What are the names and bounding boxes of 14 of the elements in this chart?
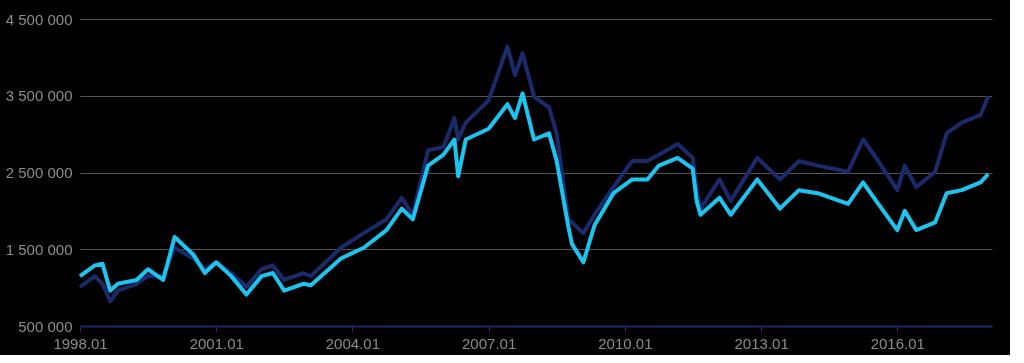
line-series bbox=[78, 44, 991, 304]
y-tick-label: 3 500 000 bbox=[5, 87, 73, 105]
y-tick-label: 1 500 000 bbox=[5, 240, 73, 258]
x-tick-label: 1998.01 bbox=[53, 334, 108, 352]
line-series bbox=[78, 91, 991, 297]
x-tick-label: 2001.01 bbox=[189, 334, 244, 352]
x-tick-label: 2004.01 bbox=[325, 334, 380, 352]
x-tick-label: 2013.01 bbox=[734, 334, 789, 352]
y-tick-label: 500 000 bbox=[18, 317, 73, 335]
y-tick-label: 4 500 000 bbox=[5, 10, 73, 28]
x-tick-label: 2016.01 bbox=[870, 334, 925, 352]
x-tick-label: 2007.01 bbox=[462, 334, 517, 352]
y-tick-label: 2 500 000 bbox=[5, 164, 73, 181]
x-tick-label: 2010.01 bbox=[598, 334, 653, 352]
